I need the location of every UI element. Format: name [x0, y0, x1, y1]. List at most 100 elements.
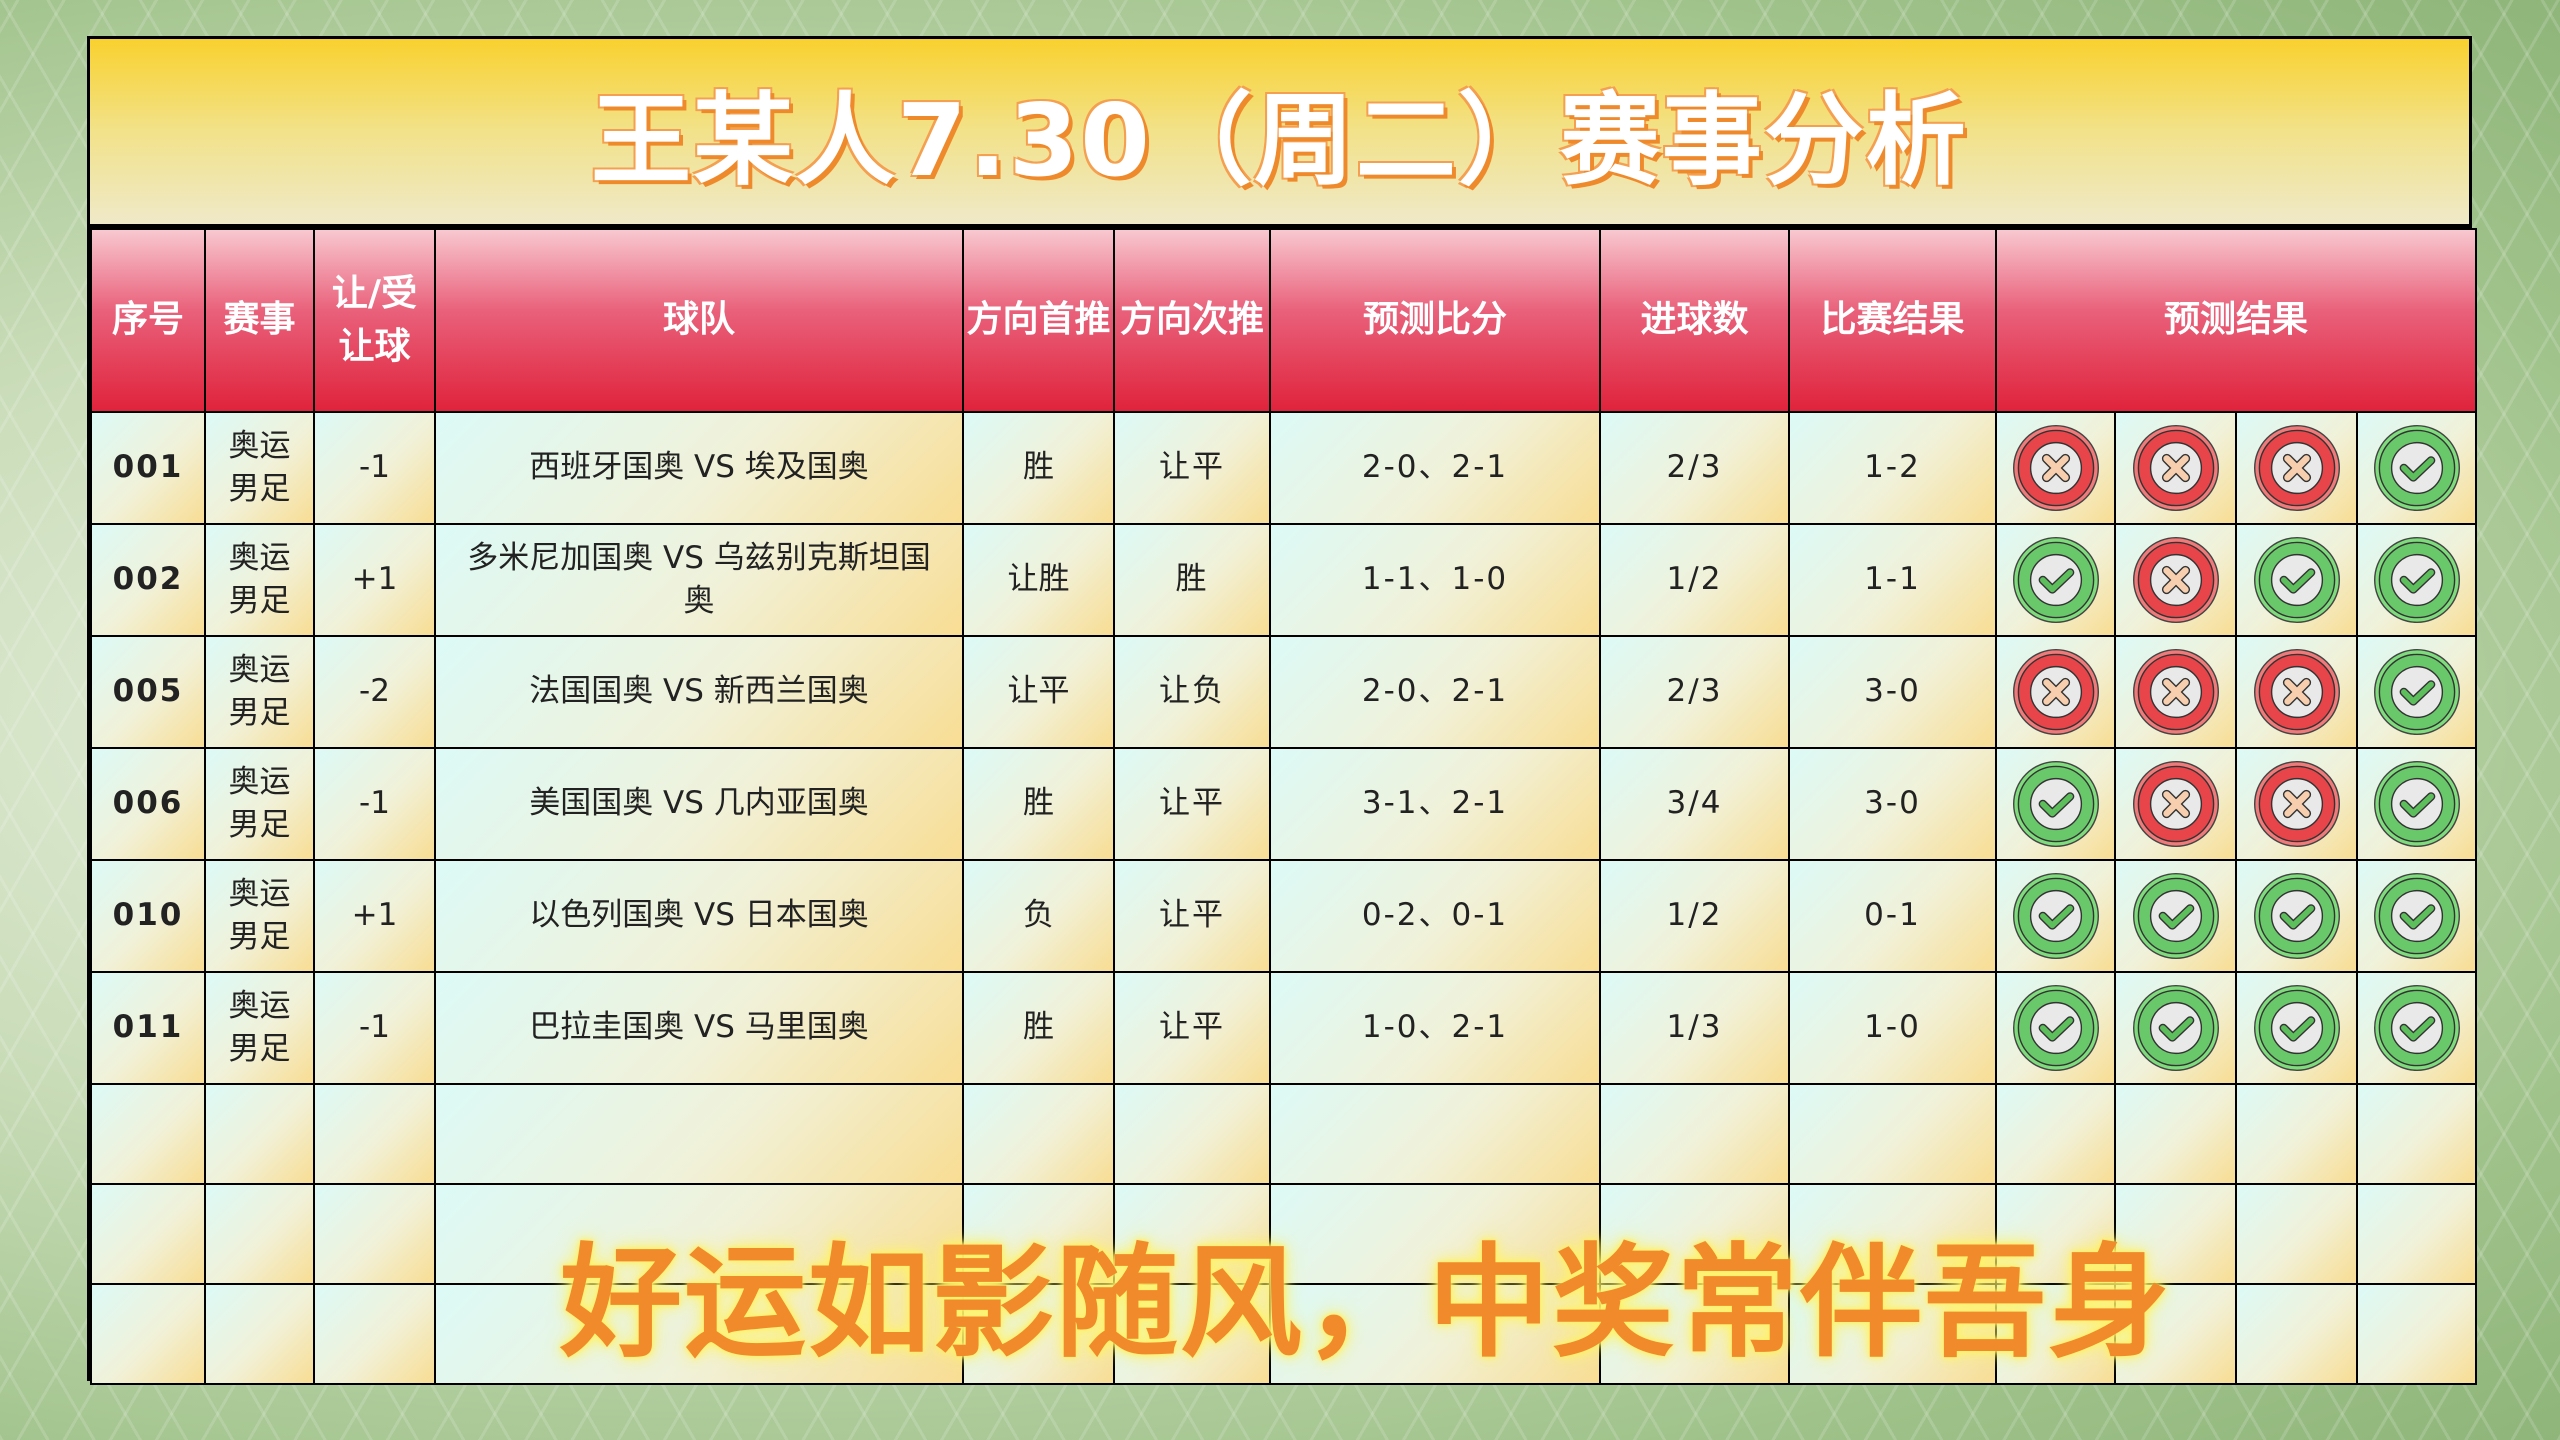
prediction-mark-wrong [2235, 411, 2358, 525]
cell-goals: 1/2 [1599, 523, 1790, 637]
empty-cell [204, 1183, 315, 1285]
check-icon [2132, 984, 2219, 1072]
empty-cell [1788, 1183, 1997, 1285]
title-banner: 王某人7.30（周二）赛事分析 [90, 39, 2469, 228]
cell-event: 奥运男足 [204, 523, 315, 637]
prediction-mark-correct [2235, 859, 2358, 973]
cell-event: 奥运男足 [204, 635, 315, 749]
cross-icon [2253, 648, 2340, 736]
check-icon [2373, 648, 2460, 736]
prediction-mark-correct [2235, 523, 2358, 637]
cell-result: 1-0 [1788, 971, 1997, 1085]
prediction-mark-correct [2355, 859, 2478, 973]
prediction-mark-correct [1995, 523, 2116, 637]
cell-teams: 美国国奥 VS 几内亚国奥 [434, 747, 964, 861]
empty-cell [1995, 1083, 2116, 1185]
header-5: 方向次推 [1113, 228, 1271, 413]
empty-cell [1995, 1183, 2116, 1285]
cell-handicap: -1 [313, 971, 436, 1085]
cross-icon [2012, 424, 2099, 512]
empty-cell [2355, 1183, 2478, 1285]
cell-first: 负 [962, 859, 1115, 973]
empty-cell [1113, 1083, 1271, 1185]
header-1: 赛事 [204, 228, 315, 413]
prediction-mark-correct [2114, 859, 2237, 973]
prediction-mark-correct [2355, 971, 2478, 1085]
cell-result: 1-1 [1788, 523, 1997, 637]
check-icon [2373, 760, 2460, 848]
cross-icon [2253, 760, 2340, 848]
header-0: 序号 [90, 228, 206, 413]
check-icon [2373, 872, 2460, 960]
empty-cell [1269, 1183, 1601, 1285]
empty-cell [2235, 1083, 2358, 1185]
cell-handicap: -1 [313, 747, 436, 861]
prediction-mark-correct [1995, 971, 2116, 1085]
check-icon [2373, 424, 2460, 512]
empty-cell [1788, 1083, 1997, 1185]
cell-second: 胜 [1113, 523, 1271, 637]
check-icon [2132, 872, 2219, 960]
cell-handicap: +1 [313, 523, 436, 637]
slogan: 好运如影随风，中奖常伴吾身 [560, 1232, 2172, 1374]
prediction-mark-correct [2355, 635, 2478, 749]
empty-cell [434, 1283, 964, 1385]
cell-no: 001 [90, 411, 206, 525]
cross-icon [2012, 648, 2099, 736]
cell-result: 0-1 [1788, 859, 1997, 973]
empty-cell [313, 1183, 436, 1285]
cell-event: 奥运男足 [204, 971, 315, 1085]
cell-goals: 2/3 [1599, 635, 1790, 749]
cross-icon [2132, 648, 2219, 736]
cell-score: 3-1、2-1 [1269, 747, 1601, 861]
prediction-mark-correct [2355, 523, 2478, 637]
check-icon [2012, 984, 2099, 1072]
prediction-mark-wrong [2114, 747, 2237, 861]
check-icon [2373, 536, 2460, 624]
analysis-board: 王某人7.30（周二）赛事分析 序号 赛事 让/受让球 球队 方向首推 方向次推 预测比分进… [87, 36, 2478, 1385]
empty-cell [1788, 1283, 1997, 1385]
match-table: 序号 赛事 让/受让球 球队 方向首推 方向次推 预测比分 进球数 比赛结果 预测结果 001 奥运… [90, 228, 2478, 1385]
cell-score: 1-1、1-0 [1269, 523, 1601, 637]
cell-result: 3-0 [1788, 747, 1997, 861]
header-6: 预测比分 [1269, 228, 1601, 413]
cell-no: 005 [90, 635, 206, 749]
cell-score: 2-0、2-1 [1269, 411, 1601, 525]
cell-event: 奥运男足 [204, 859, 315, 973]
table-row: 002 奥运男足 +1 多米尼加国奥 VS 乌兹别克斯坦国奥 让胜胜 1-1、1-0 1/2… [90, 523, 2478, 637]
empty-cell [1113, 1283, 1271, 1385]
empty-cell [1599, 1183, 1790, 1285]
cell-handicap: -1 [313, 411, 436, 525]
empty-cell [1269, 1283, 1601, 1385]
header-9: 预测结果 [1994, 228, 2478, 413]
cell-second: 让平 [1113, 747, 1271, 861]
cell-goals: 1/2 [1599, 859, 1790, 973]
check-icon [2012, 536, 2099, 624]
check-icon [2253, 536, 2340, 624]
cell-first: 胜 [962, 971, 1115, 1085]
prediction-mark-wrong [2235, 747, 2358, 861]
empty-cell [1113, 1183, 1271, 1285]
cross-icon [2132, 760, 2219, 848]
prediction-mark-correct [2355, 411, 2478, 525]
empty-row [90, 1283, 2478, 1385]
empty-cell [90, 1183, 206, 1285]
check-icon [2373, 984, 2460, 1072]
cell-teams: 西班牙国奥 VS 埃及国奥 [434, 411, 964, 525]
empty-cell [434, 1083, 964, 1185]
cross-icon [2132, 424, 2219, 512]
page-title: 王某人7.30（周二）赛事分析 [591, 82, 1968, 199]
cell-first: 让平 [962, 635, 1115, 749]
empty-cell [2235, 1183, 2358, 1285]
cell-teams: 多米尼加国奥 VS 乌兹别克斯坦国奥 [434, 523, 964, 637]
empty-cell [313, 1083, 436, 1185]
check-icon [2012, 872, 2099, 960]
cell-second: 让平 [1113, 411, 1271, 525]
cell-result: 1-2 [1788, 411, 1997, 525]
cell-no: 011 [90, 971, 206, 1085]
empty-cell [1269, 1083, 1601, 1185]
cell-handicap: +1 [313, 859, 436, 973]
check-icon [2012, 760, 2099, 848]
empty-row [90, 1183, 2478, 1285]
prediction-mark-wrong [1995, 411, 2116, 525]
